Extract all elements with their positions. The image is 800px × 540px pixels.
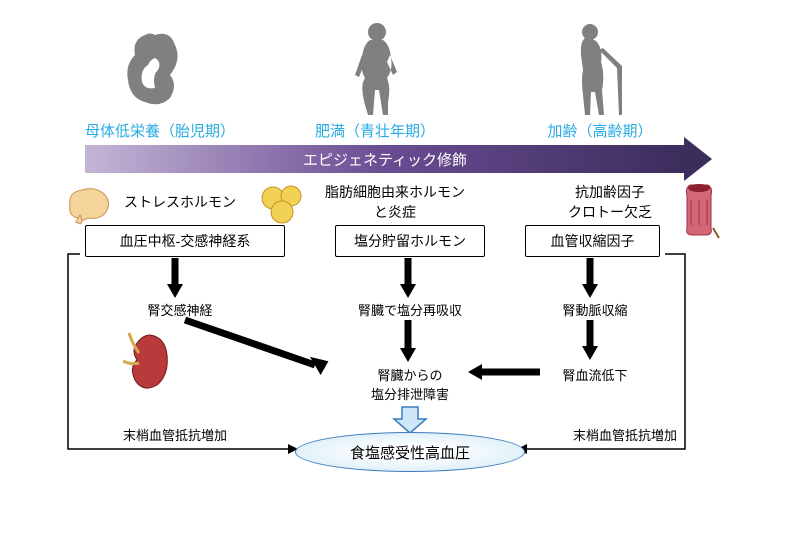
epigenetic-arrow-head [684,137,712,181]
adipo-label: 脂肪細胞由来ホルモン と炎症 [310,182,480,222]
outline-arrow-down [390,405,430,435]
peripheral-left-label: 末梢血管抵抗増加 [100,425,250,444]
adipocyte-icon [255,180,310,225]
fetus-icon [110,20,200,110]
epigenetic-bar: エピジェネティック修飾 [85,145,685,173]
blood-vessel-icon [675,180,720,240]
bracket-left [80,254,380,404]
bracket-right [665,254,800,404]
fetal-label: 母体低栄養（胎児期） [80,120,240,141]
final-label: 食塩感受性高血圧 [350,442,470,463]
diagram-root: 母体低栄養（胎児期） 肥満（青壮年期） 加齢（高齢期） エピジェネティック修飾 … [60,20,740,520]
stress-label: ストレスホルモン [115,192,245,212]
peripheral-right-label: 末梢血管抵抗増加 [550,425,700,444]
renal-artery-label: 腎動脈収縮 [545,300,645,319]
cns-box: 血圧中枢-交感神経系 [85,225,285,257]
final-ellipse: 食塩感受性高血圧 [295,432,525,472]
klotho-label: 抗加齢因子 クロトー欠乏 [550,182,670,222]
obese-person-icon [335,20,415,120]
adult-label: 肥満（青壮年期） [305,120,445,141]
salt-hormone-box: 塩分貯留ホルモン [335,225,485,257]
elderly-person-icon [555,20,655,120]
epigenetic-bar-label: エピジェネティック修飾 [303,149,467,170]
vasoconstrictor-box: 血管収縮因子 [525,225,660,257]
elderly-label: 加齢（高齢期） [530,120,670,141]
brain-icon [60,180,115,225]
